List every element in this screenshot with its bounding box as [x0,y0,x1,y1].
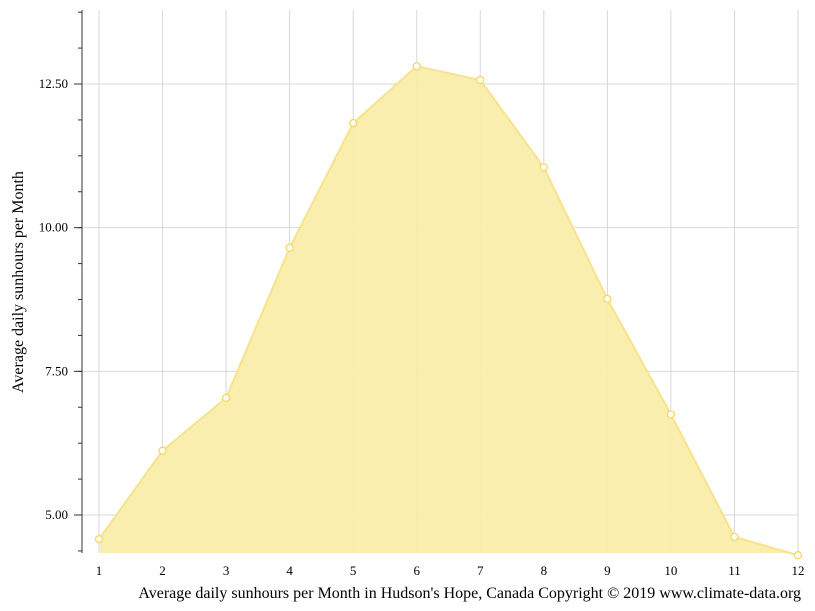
x-tick-label: 11 [728,563,741,578]
data-point [94,535,104,544]
y-tick-label: 5.00 [45,507,68,522]
data-point [158,446,167,455]
x-tick-label: 3 [223,563,230,578]
x-tick-label: 2 [159,563,166,578]
x-tick-label: 7 [477,563,484,578]
y-axis-title: Average daily sunhours per Month [10,171,27,393]
data-point [476,75,485,85]
x-tick-label: 6 [413,563,420,578]
y-tick-label: 10.00 [39,220,68,235]
x-tick-label: 12 [792,563,805,578]
sunhours-line [98,65,799,557]
y-tick-label: 7.50 [45,363,68,378]
data-point [793,551,803,560]
data-point [730,532,739,541]
data-area [98,65,799,557]
x-tick-label: 9 [604,563,611,578]
x-tick-label: 8 [541,563,548,578]
y-tick-labels: 5.00 7.50 10.00 12.50 [39,76,68,522]
data-point [603,294,612,304]
x-tick-label: 1 [96,563,103,578]
x-tick-labels: 1 2 3 4 5 6 7 8 9 10 11 12 [96,563,805,578]
data-point [412,62,421,71]
x-tick-label: 5 [350,563,357,578]
data-point [221,393,231,402]
data-point [539,163,548,172]
data-point [666,410,676,419]
x-tick-label: 4 [286,563,293,578]
data-point [349,118,358,128]
y-tick-label: 12.50 [39,76,68,91]
x-axis-title: Average daily sunhours per Month in Huds… [138,585,801,602]
data-points [94,62,803,560]
sunhours-area [99,66,798,556]
data-point [285,243,294,252]
x-tick-label: 10 [664,563,677,578]
y-axis [74,10,83,553]
